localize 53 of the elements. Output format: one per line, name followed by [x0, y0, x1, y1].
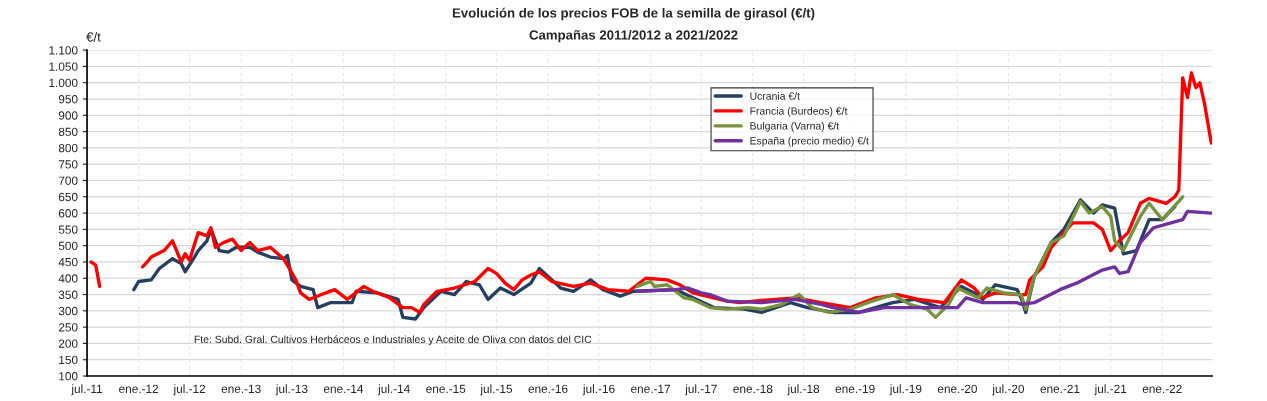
y-tick-label: 1.000 — [49, 78, 78, 88]
x-tick-label: ene.-15 — [426, 384, 466, 394]
legend-label: Bulgaria (Varna) €/t — [750, 121, 840, 132]
y-tick-label: 600 — [58, 209, 78, 218]
y-tick-label: 750 — [58, 160, 78, 169]
x-tick-label: ene.-17 — [631, 384, 670, 394]
y-tick-label: 450 — [58, 257, 78, 267]
y-axis-title: €/t — [86, 31, 101, 42]
x-tick-label: jul.-12 — [173, 384, 206, 396]
y-tick-label: 950 — [58, 95, 78, 104]
y-tick-label: 200 — [58, 339, 78, 348]
x-tick-label: ene.-20 — [937, 384, 977, 394]
y-tick-label: 900 — [58, 111, 78, 120]
x-tick-label: jul.-11 — [71, 384, 103, 396]
x-tick-label: ene.-13 — [221, 384, 261, 394]
x-tick-label: jul.-21 — [1094, 384, 1127, 396]
x-tick-label: ene.-14 — [323, 384, 364, 394]
chart-title: Evolución de los precios FOB de la semilla de girasol (€/t) — [452, 7, 815, 21]
line-series — [635, 209, 1213, 315]
x-tick-label: jul.-16 — [582, 384, 615, 396]
x-tick-label: jul.-14 — [377, 384, 410, 396]
x-tick-label: jul.-15 — [480, 384, 513, 396]
x-tick-label: ene.-19 — [835, 384, 875, 394]
x-tick-label: jul.-18 — [787, 384, 820, 396]
x-tick-label: ene.-16 — [528, 384, 568, 394]
x-tick-label: ene.-21 — [1040, 384, 1080, 394]
x-tick-label: jul.-17 — [684, 384, 717, 396]
x-tick-label: ene.-12 — [119, 384, 159, 394]
y-tick-label: 850 — [58, 127, 78, 136]
y-tick-label: 100 — [59, 372, 78, 381]
y-tick-label: 500 — [58, 241, 78, 251]
y-tick-label: 550 — [58, 225, 78, 234]
y-tick-label: 350 — [58, 290, 78, 299]
x-tick-label: ene.-18 — [733, 384, 773, 394]
y-tick-label: 400 — [58, 274, 78, 283]
y-tick-label: 250 — [58, 323, 78, 332]
y-tick-label: 150 — [59, 355, 78, 365]
legend-label: Francia (Burdeos) €/t — [750, 107, 848, 117]
x-tick-label: jul.-20 — [992, 384, 1025, 396]
y-tick-label: 300 — [58, 306, 78, 316]
annotation: Fte: Subd. Gral. Cultivos Herbáceos e Industriales y Aceite de Oliva con datos del CIC — [194, 335, 592, 346]
y-tick-label: 650 — [58, 192, 78, 202]
y-tick-label: 700 — [58, 176, 78, 185]
legend-label: España (precio medio) €/t — [750, 136, 869, 147]
y-tick-label: 800 — [58, 143, 78, 153]
x-tick-label: jul.-19 — [889, 384, 922, 396]
chart-subtitle: Campañas 2011/2012 a 2021/2022 — [529, 29, 738, 43]
legend-label: Ucrania €/t — [750, 92, 800, 100]
x-tick-label: jul.-13 — [275, 384, 308, 396]
y-tick-label: 1.100 — [49, 46, 78, 55]
y-tick-label: 1.050 — [49, 62, 78, 71]
line-series — [635, 195, 1185, 320]
x-tick-label: ene.-22 — [1142, 384, 1182, 394]
